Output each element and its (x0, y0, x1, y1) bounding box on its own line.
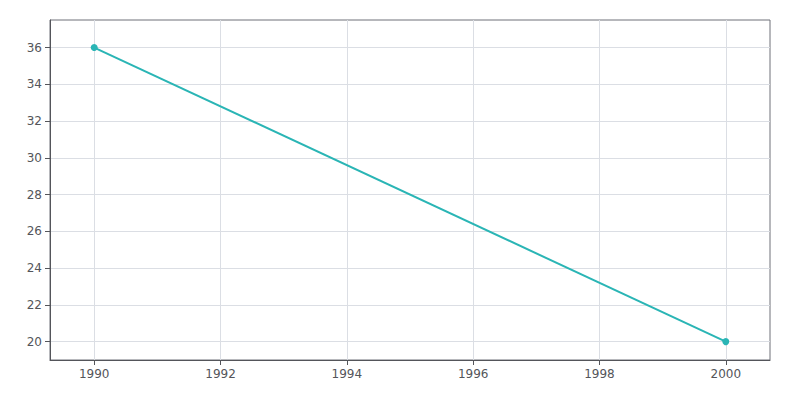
svg-text:1992: 1992 (205, 367, 236, 381)
svg-text:36: 36 (27, 41, 42, 55)
svg-text:20: 20 (27, 335, 42, 349)
svg-text:24: 24 (27, 261, 42, 275)
svg-text:28: 28 (27, 188, 42, 202)
svg-text:1996: 1996 (458, 367, 489, 381)
svg-text:1990: 1990 (79, 367, 110, 381)
svg-text:34: 34 (27, 77, 42, 91)
svg-text:32: 32 (27, 114, 42, 128)
svg-text:26: 26 (27, 224, 42, 238)
svg-text:22: 22 (27, 298, 42, 312)
svg-text:1998: 1998 (584, 367, 615, 381)
svg-text:1994: 1994 (332, 367, 363, 381)
svg-text:30: 30 (27, 151, 42, 165)
svg-text:2000: 2000 (711, 367, 742, 381)
